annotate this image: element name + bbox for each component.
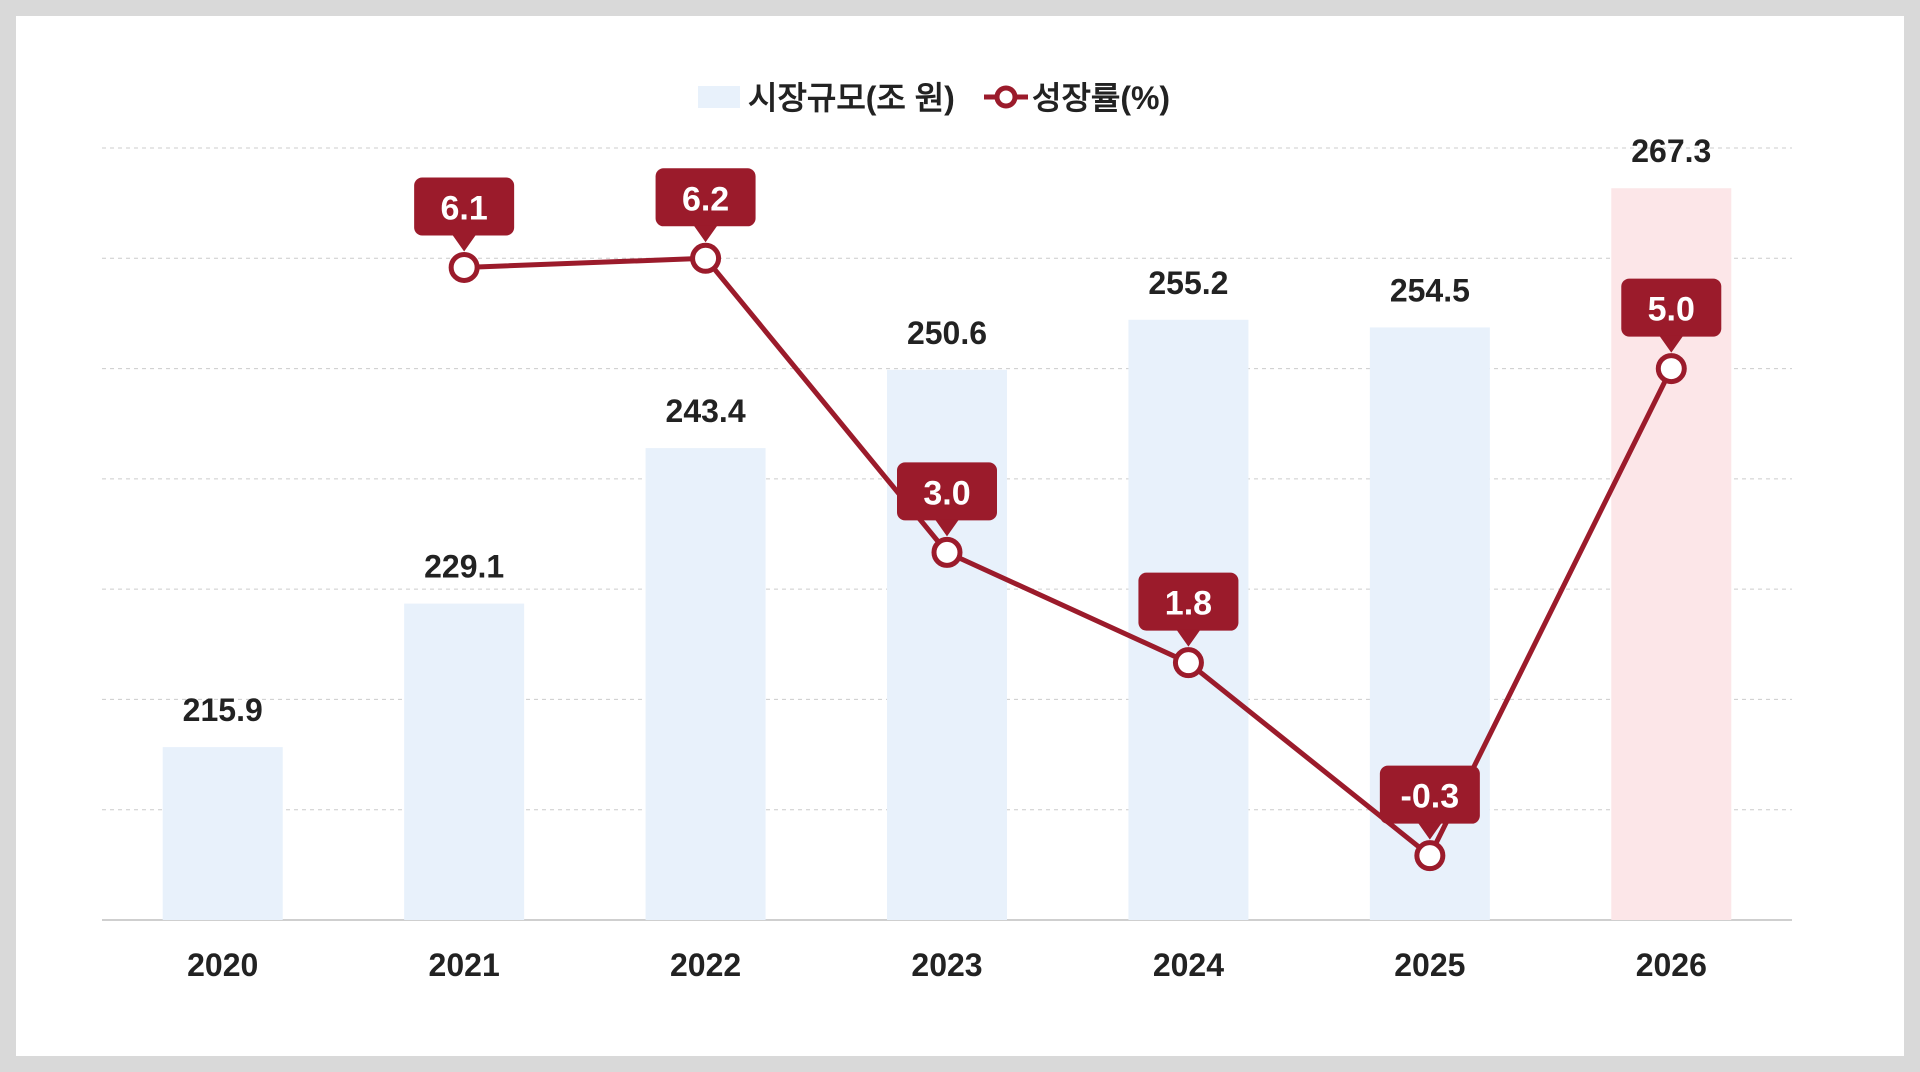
growth-callout-pointer-2026 bbox=[1659, 335, 1684, 353]
growth-callout-box-2024 bbox=[1138, 572, 1239, 631]
growth-line-path bbox=[464, 255, 1674, 859]
legend-swatch-marker bbox=[994, 85, 1018, 109]
growth-callout-pointer-2024 bbox=[1176, 629, 1201, 647]
growth-point-2022 bbox=[690, 242, 722, 274]
growth-callouts: 6.1 6.2 3.0 1.8 -0.3 5.0 bbox=[414, 168, 1722, 840]
growth-point-2025 bbox=[1414, 840, 1446, 872]
bar-2021 bbox=[404, 603, 525, 920]
bar-value-label-2020: 215.9 bbox=[183, 692, 263, 728]
x-tick-label-2026: 2026 bbox=[1636, 947, 1707, 983]
growth-point-2024 bbox=[1172, 647, 1204, 679]
x-tick-label-2025: 2025 bbox=[1394, 947, 1465, 983]
growth-value-label-2021: 6.1 bbox=[441, 189, 488, 227]
growth-callout-box-2026 bbox=[1621, 278, 1722, 337]
growth-callout-box-2021 bbox=[414, 177, 515, 236]
bar-2020 bbox=[162, 747, 283, 920]
legend-swatch-bar bbox=[698, 86, 740, 108]
growth-callout-box-2023 bbox=[897, 462, 997, 521]
growth-callout-pointer-2021 bbox=[452, 234, 477, 252]
x-tick-label-2020: 2020 bbox=[187, 947, 258, 983]
growth-point-2021 bbox=[448, 251, 480, 283]
growth-value-label-2024: 1.8 bbox=[1165, 585, 1212, 623]
x-tick-label-2024: 2024 bbox=[1153, 947, 1224, 983]
growth-callout-pointer-2023 bbox=[935, 519, 959, 537]
bar-value-label-2025: 254.5 bbox=[1390, 272, 1470, 308]
bar-value-label-2021: 229.1 bbox=[424, 549, 504, 585]
bar-value-label-2026: 267.3 bbox=[1631, 133, 1711, 169]
growth-callout-box-2022 bbox=[655, 168, 756, 227]
combo-chart: 시장규모(조 원) 성장률(%) 215.9 229.1 243.4 250.6 255… bbox=[102, 80, 1792, 983]
growth-value-label-2026: 5.0 bbox=[1648, 291, 1695, 329]
growth-point-2023 bbox=[931, 536, 963, 568]
x-tick-label-2022: 2022 bbox=[670, 947, 741, 983]
legend: 시장규모(조 원) 성장률(%) bbox=[698, 80, 1170, 116]
growth-line bbox=[448, 242, 1687, 872]
bar-value-label-2022: 243.4 bbox=[666, 393, 746, 429]
growth-value-label-2022: 6.2 bbox=[682, 180, 729, 218]
bar-2022 bbox=[645, 448, 766, 920]
growth-value-label-2025: -0.3 bbox=[1401, 778, 1460, 816]
bar-2023 bbox=[887, 369, 1007, 920]
bar-value-label-2023: 250.6 bbox=[907, 315, 987, 351]
growth-callout-pointer-2022 bbox=[693, 225, 718, 243]
growth-callout-pointer-2025 bbox=[1417, 822, 1442, 840]
legend-label-bar: 시장규모(조 원) bbox=[748, 80, 955, 116]
bar-labels: 215.9 229.1 243.4 250.6 255.2 254.5 267.3 bbox=[183, 133, 1712, 728]
chart-card: 시장규모(조 원) 성장률(%) 215.9 229.1 243.4 250.6 255… bbox=[16, 16, 1904, 1056]
legend-label-line: 성장률(%) bbox=[1032, 80, 1170, 116]
x-tick-label-2023: 2023 bbox=[911, 947, 982, 983]
growth-callout-box-2025 bbox=[1379, 765, 1480, 824]
growth-value-label-2023: 3.0 bbox=[923, 474, 970, 512]
growth-point-2026 bbox=[1655, 353, 1687, 385]
x-axis-labels: 2020 2021 2022 2023 2024 2025 2026 bbox=[187, 947, 1707, 983]
x-tick-label-2021: 2021 bbox=[429, 947, 500, 983]
bar-value-label-2024: 255.2 bbox=[1148, 265, 1228, 301]
